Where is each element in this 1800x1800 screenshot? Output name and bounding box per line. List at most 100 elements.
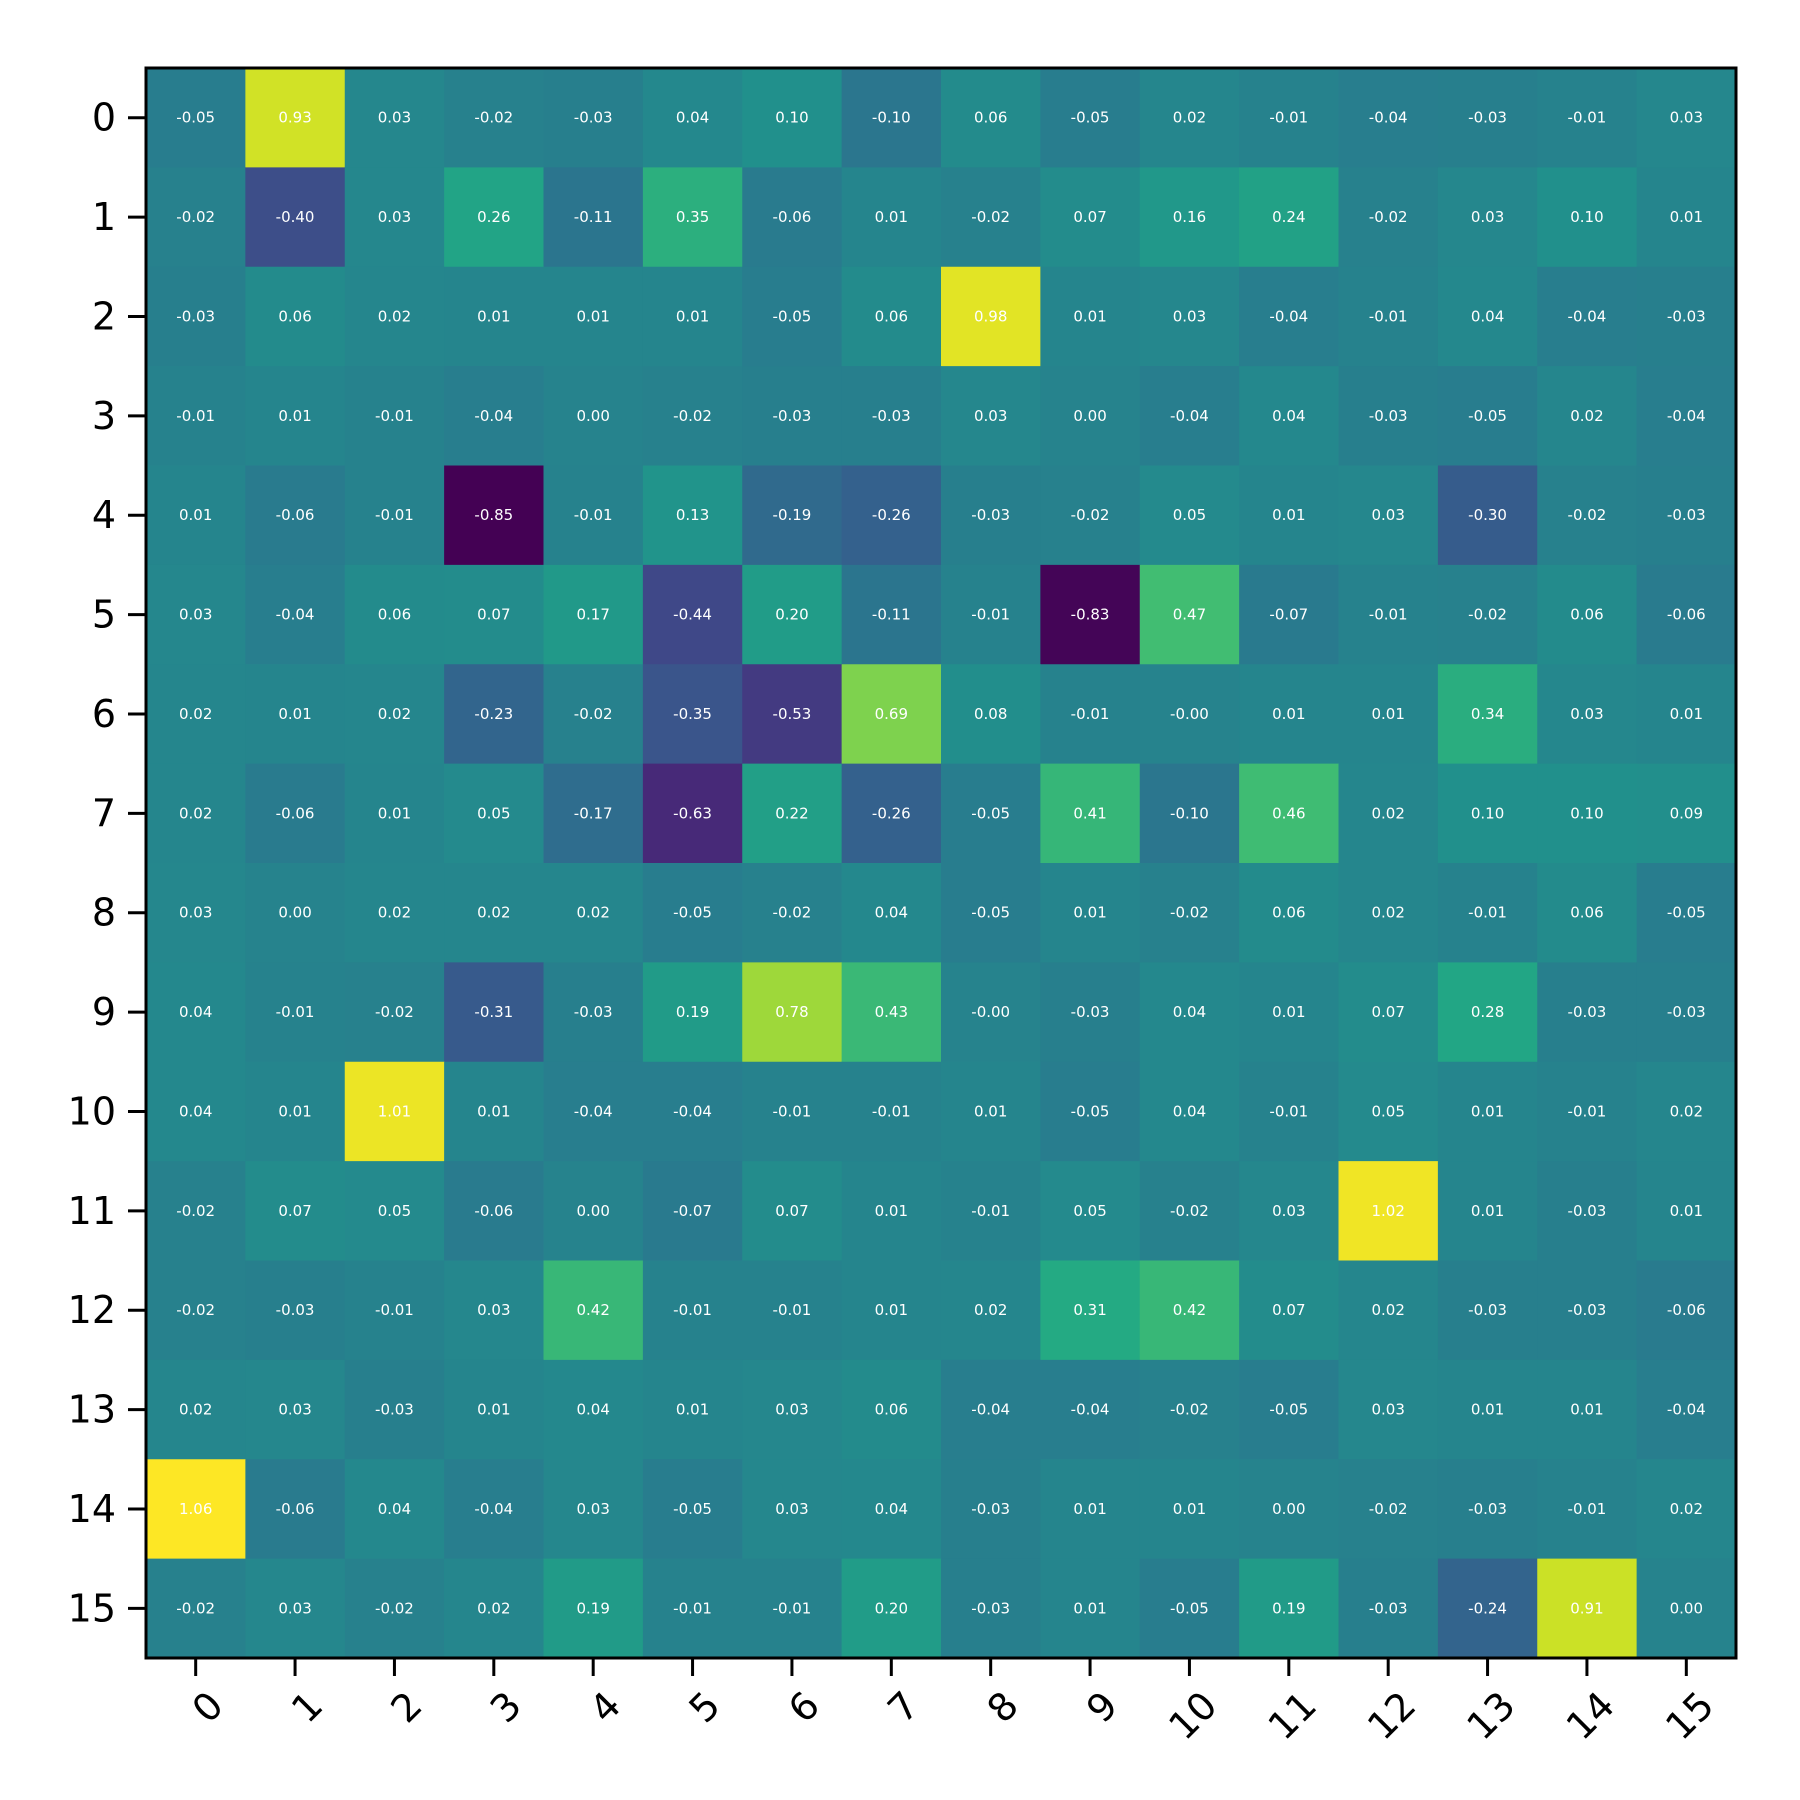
heatmap-cell <box>344 763 445 864</box>
cell-value-label: -0.04 <box>673 1102 712 1120</box>
cell-value-label: -0.03 <box>1468 109 1507 127</box>
cell-value-label: -0.26 <box>872 804 911 822</box>
cell-value-label: 0.05 <box>1371 1102 1404 1120</box>
heatmap-cell <box>1537 1161 1638 1261</box>
heatmap-cell <box>1040 1359 1141 1460</box>
heatmap-cell-labels: -0.05 0.93 0.03 -0.02 -0.03 0.04 0.10 -0.10 0.06… <box>176 109 1705 1618</box>
cell-value-label: -0.01 <box>574 506 613 524</box>
cell-value-label: 0.01 <box>477 307 510 325</box>
heatmap-cell <box>1437 465 1538 566</box>
cell-value-label: 0.31 <box>1073 1301 1106 1319</box>
cell-value-label: 0.01 <box>875 1202 908 1220</box>
cell-value-label: -0.06 <box>1667 606 1706 624</box>
cell-value-label: 0.35 <box>676 208 709 226</box>
cell-value-label: 0.01 <box>477 1102 510 1120</box>
y-tick-label: 8 <box>92 891 116 935</box>
cell-value-label: -0.05 <box>673 904 712 922</box>
cell-value-label: 0.01 <box>1272 506 1305 524</box>
heatmap-cell <box>344 664 445 765</box>
heatmap-cell <box>245 962 346 1063</box>
cell-value-label: 0.00 <box>278 904 311 922</box>
x-tick-label: 8 <box>979 1683 1027 1731</box>
cell-value-label: -0.05 <box>971 904 1010 922</box>
heatmap-cell <box>543 68 644 168</box>
heatmap-cell <box>642 863 743 963</box>
y-tick-label: 9 <box>92 990 116 1034</box>
cell-value-label: 0.09 <box>1670 804 1703 822</box>
cell-value-label: 0.34 <box>1471 705 1504 723</box>
heatmap-cell <box>1636 863 1737 963</box>
cell-value-label: -0.35 <box>673 705 712 723</box>
heatmap-cell <box>543 1359 644 1460</box>
heatmap-cell <box>344 68 445 168</box>
cell-value-label: 0.00 <box>1670 1599 1703 1617</box>
cell-value-label: -0.02 <box>1369 208 1408 226</box>
heatmap-cell <box>444 266 544 367</box>
cell-value-label: 0.03 <box>1670 109 1703 127</box>
cell-value-label: 0.01 <box>378 804 411 822</box>
heatmap-cell <box>245 1260 346 1361</box>
heatmap-cell <box>642 564 743 665</box>
heatmap-cell <box>742 1161 843 1261</box>
heatmap-cell <box>1537 1061 1638 1162</box>
heatmap-cell <box>1437 1359 1538 1460</box>
heatmap-cell <box>444 465 544 566</box>
heatmap-cell <box>941 1061 1041 1162</box>
heatmap-cell <box>941 366 1041 466</box>
heatmap-cell <box>1139 266 1240 367</box>
x-tick-label: 13 <box>1458 1683 1523 1748</box>
cell-value-label: -0.01 <box>1269 1102 1308 1120</box>
cell-value-label: 0.01 <box>1272 705 1305 723</box>
cell-value-label: 0.02 <box>378 307 411 325</box>
cell-value-label: -0.19 <box>773 506 812 524</box>
y-tick-label: 5 <box>92 593 116 637</box>
heatmap-cell <box>742 266 843 367</box>
heatmap-cell <box>1139 564 1240 665</box>
heatmap-cell <box>146 1459 246 1560</box>
heatmap-cell <box>1239 564 1339 665</box>
heatmap-cell <box>1139 863 1240 963</box>
cell-value-label: -0.05 <box>1170 1599 1209 1617</box>
heatmap-cell <box>1437 366 1538 466</box>
heatmap-cell <box>1636 167 1737 268</box>
heatmap-cell <box>1537 1558 1638 1659</box>
cell-value-label: -0.03 <box>574 109 613 127</box>
heatmap-cell <box>841 664 942 765</box>
heatmap-cell <box>1437 763 1538 864</box>
heatmap-cell <box>1239 1161 1339 1261</box>
cell-value-label: 0.04 <box>1471 307 1504 325</box>
cell-value-label: 0.00 <box>576 1202 609 1220</box>
heatmap-cell <box>1437 167 1538 268</box>
cell-value-label: -0.03 <box>773 407 812 425</box>
y-tick-label: 10 <box>68 1089 116 1133</box>
heatmap-cell <box>841 167 942 268</box>
heatmap-cell <box>642 266 743 367</box>
cell-value-label: -0.02 <box>176 1202 215 1220</box>
cell-value-label: 0.24 <box>1272 208 1305 226</box>
cell-value-label: 0.00 <box>576 407 609 425</box>
x-tick-label: 11 <box>1260 1683 1325 1748</box>
heatmap-cell <box>1338 1061 1439 1162</box>
x-tick-label: 4 <box>581 1683 629 1731</box>
heatmap-cell <box>543 863 644 963</box>
cell-value-label: 0.10 <box>1471 804 1504 822</box>
heatmap-cell <box>1139 962 1240 1063</box>
heatmap-cell <box>146 366 246 466</box>
heatmap-cell <box>1040 664 1141 765</box>
cell-value-label: 0.06 <box>875 307 908 325</box>
y-tick-label: 3 <box>92 394 116 438</box>
heatmap-cell <box>742 465 843 566</box>
heatmap-cell <box>1338 1558 1439 1659</box>
cell-value-label: -0.01 <box>1369 606 1408 624</box>
heatmap-cell <box>1636 763 1737 864</box>
cell-value-label: -0.02 <box>1170 904 1209 922</box>
cell-value-label: 0.01 <box>1272 1003 1305 1021</box>
heatmap-cell <box>543 564 644 665</box>
heatmap-cell <box>841 1260 942 1361</box>
heatmap-cell <box>444 1161 544 1261</box>
heatmap-cell <box>841 465 942 566</box>
heatmap-cell <box>941 664 1041 765</box>
heatmap-cell <box>344 962 445 1063</box>
cell-value-label: 1.02 <box>1371 1202 1404 1220</box>
heatmap-cell <box>146 1558 246 1659</box>
